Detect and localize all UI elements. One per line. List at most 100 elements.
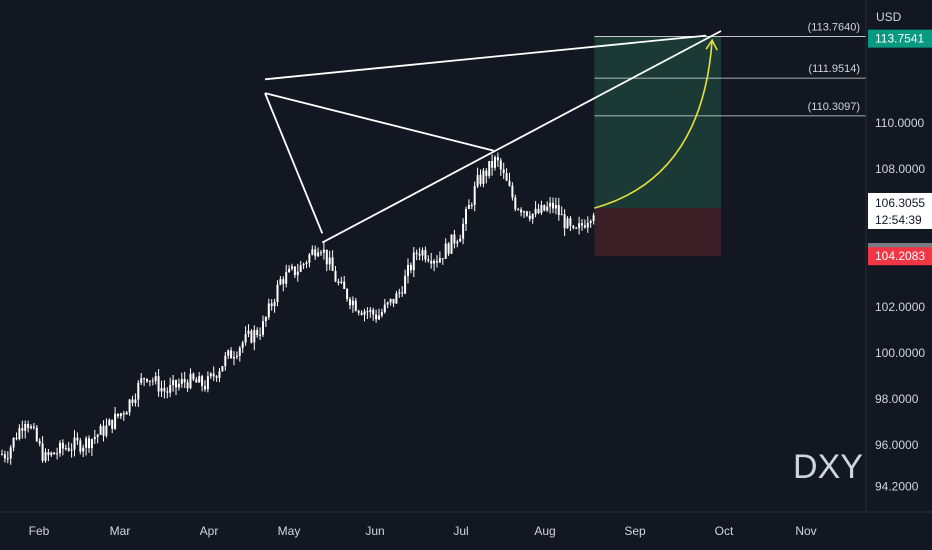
candle-body-116 <box>337 281 340 283</box>
candle-body-203 <box>589 221 592 223</box>
tag-current: 106.3055 <box>875 196 925 210</box>
candle-body-180 <box>523 211 525 213</box>
candle-body-143 <box>415 252 418 254</box>
candle-body-148 <box>430 260 433 264</box>
candle-body-39 <box>114 413 117 429</box>
candle-body-179 <box>520 209 523 213</box>
candle-body-185 <box>537 208 540 213</box>
tag-countdown: 12:54:39 <box>875 213 922 227</box>
candle-body-191 <box>554 204 557 209</box>
candle-body-64 <box>186 382 189 389</box>
candle-body-55 <box>160 388 163 392</box>
candle-body-96 <box>279 279 282 285</box>
candle-body-85 <box>247 330 250 334</box>
candle-body-98 <box>285 272 288 284</box>
candle-body-190 <box>552 202 554 209</box>
candle-body-88 <box>256 330 259 336</box>
candle-body-124 <box>360 312 363 315</box>
candle-body-48 <box>140 378 143 383</box>
candle-body-8 <box>24 423 27 431</box>
candle-body-114 <box>331 257 334 271</box>
candle-body-171 <box>496 157 499 161</box>
candle-body-25 <box>73 437 76 450</box>
candle-body-27 <box>79 440 82 452</box>
candle-body-74 <box>215 376 218 378</box>
candle-body-151 <box>438 258 441 263</box>
tag-target-bg <box>868 29 932 48</box>
candle-body-9 <box>27 423 30 429</box>
candle-body-200 <box>581 223 583 226</box>
candle-body-101 <box>293 266 296 276</box>
candle-body-178 <box>517 209 520 211</box>
candle-body-77 <box>224 355 227 367</box>
candle-body-197 <box>572 225 575 228</box>
candle-body-12 <box>35 427 38 441</box>
candle-body-31 <box>90 439 93 449</box>
candle-body-199 <box>578 223 581 228</box>
candle-body-75 <box>218 371 221 378</box>
candle-body-4 <box>12 437 15 448</box>
candle-body-110 <box>320 252 322 254</box>
stop-zone <box>594 207 722 257</box>
candle-body-0 <box>1 454 3 456</box>
tag-current-bg <box>868 192 932 229</box>
candle-body-6 <box>18 428 21 440</box>
candle-body-70 <box>204 386 206 390</box>
candle-body-161 <box>467 204 470 210</box>
candle-body-123 <box>357 310 360 313</box>
candle-body-107 <box>311 249 314 255</box>
x-tick-3: May <box>278 524 301 538</box>
candle-body-118 <box>343 281 346 289</box>
candle-body-144 <box>418 253 421 256</box>
candle-body-184 <box>534 208 537 214</box>
candle-body-159 <box>462 223 465 239</box>
candle-body-36 <box>105 425 108 436</box>
candle-body-121 <box>351 300 354 306</box>
candle-body-100 <box>291 266 293 269</box>
candle-body-150 <box>436 260 438 263</box>
candle-body-196 <box>569 218 572 226</box>
candle-body-102 <box>296 271 299 276</box>
candle-body-99 <box>288 268 291 273</box>
x-tick-5: Jul <box>453 524 468 538</box>
candle-body-127 <box>369 309 372 312</box>
candle-body-24 <box>70 449 73 451</box>
candle-body-194 <box>563 214 566 229</box>
candle-body-89 <box>259 334 262 336</box>
candle-body-189 <box>549 202 552 207</box>
candle-body-46 <box>134 399 137 403</box>
candle-body-137 <box>398 292 401 294</box>
candle-body-52 <box>151 380 154 382</box>
candle-body-29 <box>85 438 88 448</box>
candle-body-131 <box>380 312 383 316</box>
candle-body-81 <box>235 355 238 358</box>
candle-body-186 <box>540 204 543 213</box>
candle-body-80 <box>233 357 235 359</box>
candle-body-120 <box>349 299 351 306</box>
candle-body-56 <box>163 388 166 392</box>
candle-body-132 <box>383 304 386 313</box>
candle-body-76 <box>221 366 224 372</box>
candle-body-140 <box>407 264 409 276</box>
candle-body-1 <box>3 454 6 459</box>
candle-body-3 <box>9 447 12 459</box>
y-tick-2: 102.0000 <box>875 300 925 314</box>
y-tick-1: 108.0000 <box>875 162 925 176</box>
tag-stop-bg <box>868 247 932 266</box>
candle-body-183 <box>531 213 534 219</box>
candle-body-94 <box>273 302 276 307</box>
candle-body-136 <box>395 293 398 304</box>
candle-body-157 <box>456 241 459 244</box>
candle-body-86 <box>250 330 253 343</box>
candle-body-181 <box>525 211 528 216</box>
candle-body-30 <box>88 438 90 449</box>
candle-body-93 <box>270 303 273 307</box>
candle-body-193 <box>560 214 563 216</box>
candle-body-182 <box>528 215 531 219</box>
candle-body-160 <box>465 209 467 224</box>
candle-body-147 <box>427 259 430 261</box>
candle-body-63 <box>183 378 186 383</box>
candle-body-45 <box>131 399 134 403</box>
candle-body-5 <box>15 437 18 440</box>
candle-body-28 <box>82 447 85 452</box>
